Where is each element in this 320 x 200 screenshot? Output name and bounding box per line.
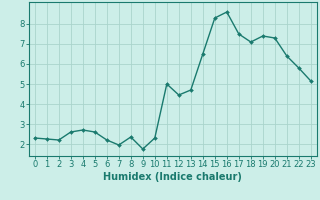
X-axis label: Humidex (Indice chaleur): Humidex (Indice chaleur) — [103, 172, 242, 182]
